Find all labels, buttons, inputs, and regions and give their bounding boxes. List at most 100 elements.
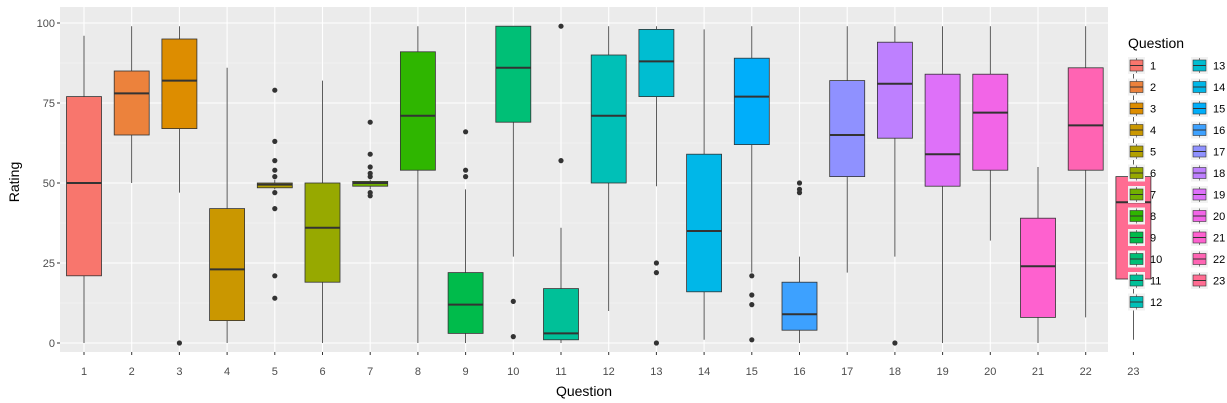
outlier-point [367,190,373,196]
box-iqr [638,28,675,97]
box-iqr [209,208,246,322]
outlier-point [892,340,898,346]
outlier-point [272,87,278,93]
legend-label: 13 [1213,61,1225,73]
box-question-5 [256,87,293,301]
legend-label: 9 [1150,233,1156,245]
x-axis-title: Question [556,383,612,399]
legend-label: 3 [1150,104,1156,116]
legend-label: 1 [1150,61,1156,73]
outlier-point [272,295,278,301]
legend-label: 12 [1150,297,1162,309]
legend-item-21: 21 [1191,229,1225,246]
box-iqr [686,153,722,293]
box-iqr [447,272,484,334]
box-question-17 [829,26,866,273]
box-question-21 [1020,167,1056,343]
x-tick-label: 21 [1032,366,1044,378]
x-tick-label: 11 [555,366,566,378]
x-tick-label: 23 [1127,366,1139,378]
outlier-point [796,186,803,192]
x-tick-label: 18 [889,366,901,378]
x-tick-label: 14 [698,366,710,378]
y-tick-label: 0 [49,338,55,350]
legend-item-16: 16 [1191,121,1225,139]
legend-label: 20 [1213,211,1225,223]
x-tick-label: 6 [319,366,325,378]
box-question-11 [543,23,579,343]
outlier-point [510,298,516,304]
box-iqr [543,288,579,341]
legend-label: 6 [1150,168,1156,180]
box-question-7 [352,119,389,199]
x-tick-label: 16 [793,366,805,378]
legend-label: 2 [1150,82,1156,94]
x-tick-label: 17 [841,366,853,378]
box-iqr [924,73,961,187]
box-question-8 [399,26,436,343]
x-tick-label: 8 [415,366,421,378]
y-axis-title: Rating [6,162,22,202]
box-iqr [877,41,913,139]
x-tick-label: 15 [746,366,758,378]
box-iqr [781,281,818,331]
outlier-point [272,206,278,212]
legend-item-1: 1 [1128,57,1156,74]
box-question-14 [686,29,722,340]
legend-item-15: 15 [1191,100,1225,117]
outlier-point [367,151,373,157]
box-question-3 [161,26,198,346]
legend-label: 7 [1150,190,1156,202]
legend-title: Question [1128,35,1184,51]
box-iqr [733,57,770,146]
outlier-point [653,260,660,266]
legend-item-18: 18 [1191,164,1225,182]
y-tick-label: 25 [43,258,55,270]
box-question-22 [1067,26,1104,318]
legend-label: 4 [1150,125,1156,137]
legend-item-8: 8 [1128,207,1156,225]
box-iqr [495,25,532,123]
legend-item-5: 5 [1128,143,1156,160]
x-tick-label: 22 [1080,366,1092,378]
box-question-12 [590,26,627,311]
legend-label: 18 [1213,168,1225,180]
box-question-15 [733,26,770,343]
x-tick-label: 9 [463,366,469,378]
x-tick-label: 7 [367,366,373,378]
box-iqr [66,96,102,277]
outlier-point [367,164,373,170]
x-tick-label: 13 [650,366,662,378]
box-question-1 [66,35,102,343]
outlier-point [272,174,278,180]
legend-label: 8 [1150,211,1156,223]
box-question-18 [877,26,913,346]
outlier-point [367,119,373,125]
legend-label: 19 [1213,190,1225,202]
outlier-point [558,23,564,29]
legend-label: 10 [1150,254,1162,266]
x-tick-label: 19 [936,366,948,378]
x-tick-label: 10 [507,366,519,378]
legend-label: 17 [1213,147,1225,159]
legend-item-10: 10 [1128,250,1162,268]
y-axis: 0 25 50 75 100 [37,18,60,350]
legend-item-12: 12 [1128,293,1162,311]
legend-item-3: 3 [1128,100,1156,117]
box-question-16 [781,180,818,343]
outlier-point [463,129,469,135]
x-axis: 1 2 3 4 5 6 7 8 9 10 11 12 13 14 15 16 17 18 19 20 21 22 23 [81,352,1140,378]
legend-item-17: 17 [1191,143,1225,160]
outlier-point [272,167,278,173]
legend-label: 14 [1213,82,1225,94]
outlier-point [463,174,469,180]
x-tick-label: 12 [603,366,615,378]
outlier-point [510,334,516,340]
outlier-point [749,273,755,279]
outlier-point [749,292,755,298]
legend-label: 11 [1150,276,1161,288]
legend-item-20: 20 [1191,207,1225,225]
y-tick-label: 100 [37,18,55,30]
legend-item-6: 6 [1128,164,1156,182]
